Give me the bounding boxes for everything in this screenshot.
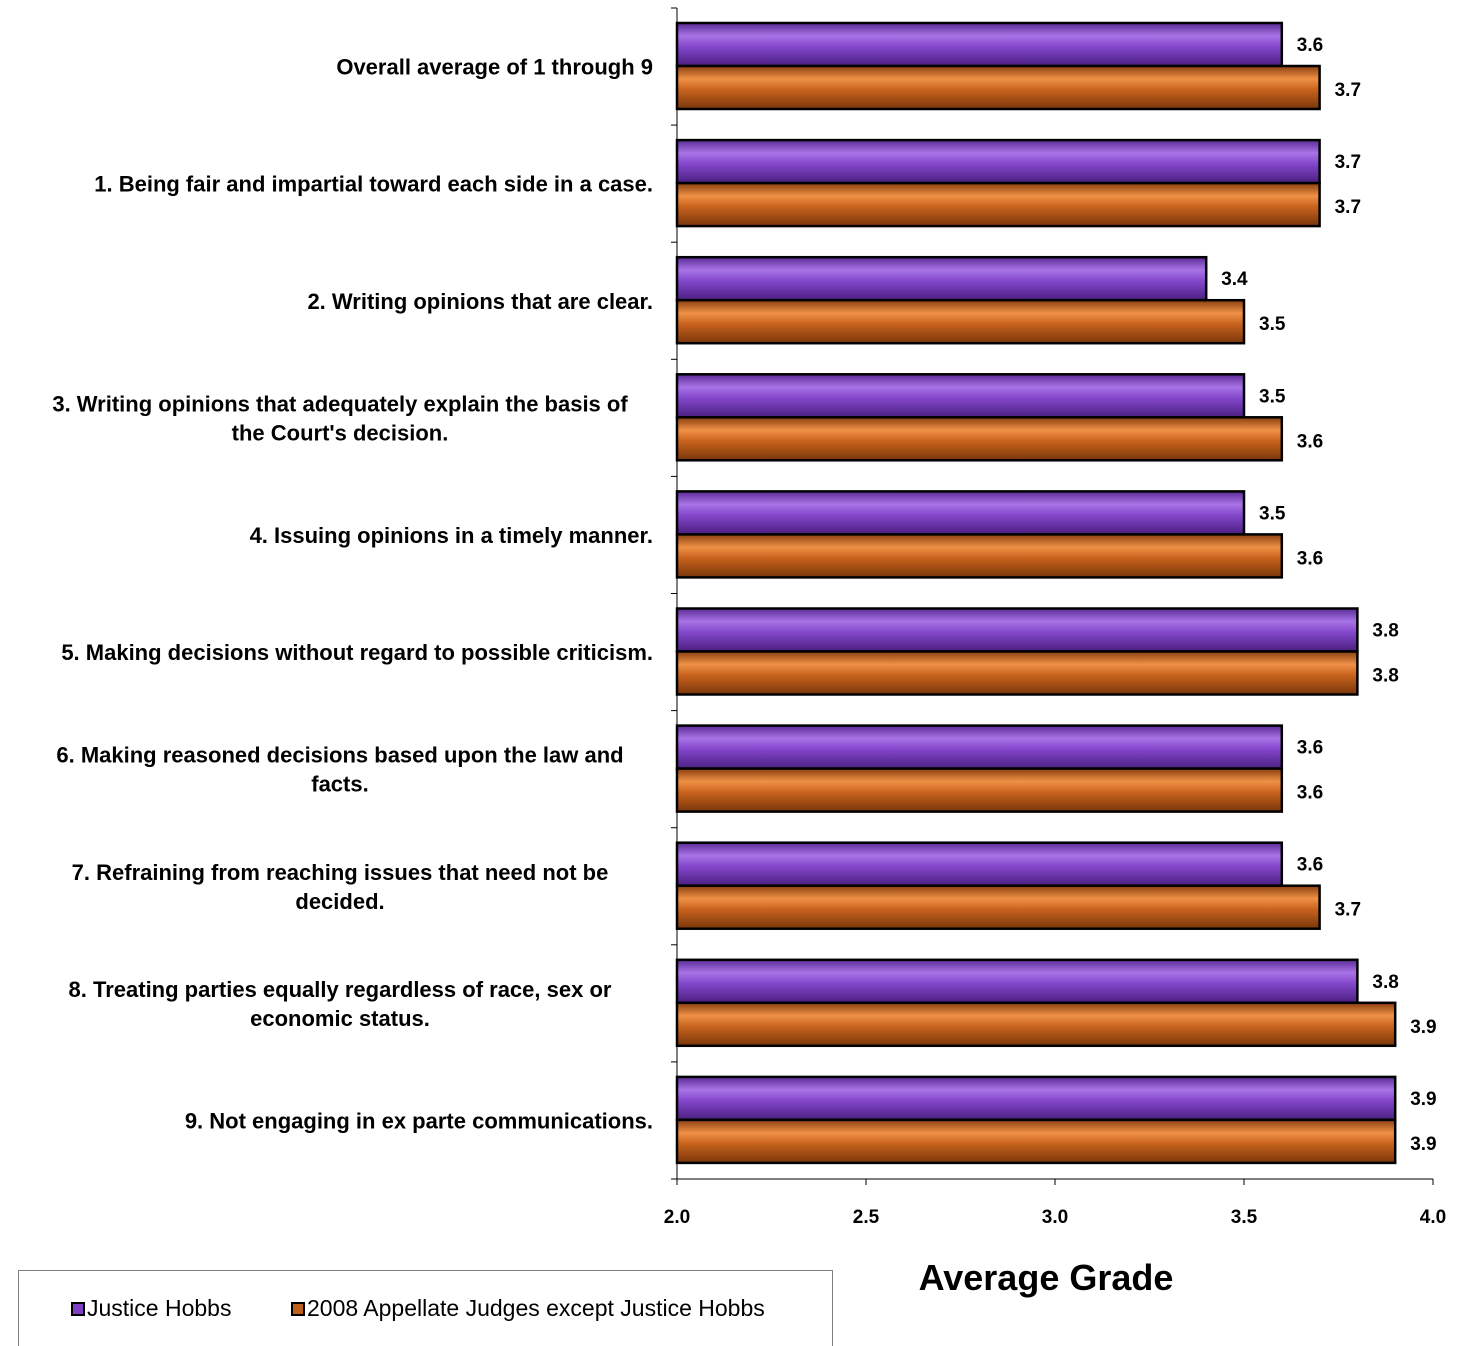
data-label-appellate-judges: 3.6 xyxy=(1297,431,1323,452)
legend-label-appellate-judges: 2008 Appellate Judges except Justice Hob… xyxy=(307,1295,765,1321)
legend-label-justice-hobbs: Justice Hobbs xyxy=(87,1295,232,1321)
category-label: facts. xyxy=(311,772,368,797)
bar-appellate-judges xyxy=(675,533,1284,579)
category-label: the Court's decision. xyxy=(232,420,449,445)
data-label-appellate-judges: 3.6 xyxy=(1297,548,1323,569)
category-label: Overall average of 1 through 9 xyxy=(336,55,653,80)
x-tick-label: 3.5 xyxy=(1231,1207,1258,1228)
data-label-appellate-judges: 3.7 xyxy=(1335,80,1361,101)
x-tick-label: 2.5 xyxy=(853,1207,880,1228)
category-label: 4. Issuing opinions in a timely manner. xyxy=(250,523,653,548)
data-label-justice-hobbs: 3.8 xyxy=(1372,972,1398,993)
data-label-justice-hobbs: 3.6 xyxy=(1297,738,1323,759)
bar-appellate-judges xyxy=(675,767,1284,813)
legend-swatch-appellate-judges xyxy=(291,1301,305,1316)
bar-justice-hobbs xyxy=(675,958,1359,1005)
data-label-justice-hobbs: 3.6 xyxy=(1297,855,1323,876)
data-label-appellate-judges: 3.6 xyxy=(1297,783,1323,804)
data-label-appellate-judges: 3.8 xyxy=(1372,666,1398,687)
data-label-justice-hobbs: 3.9 xyxy=(1410,1089,1436,1110)
bar-justice-hobbs xyxy=(675,1075,1397,1122)
bar-justice-hobbs xyxy=(675,724,1284,770)
x-tick-label: 2.0 xyxy=(664,1207,690,1228)
bar-appellate-judges xyxy=(675,64,1321,111)
bar-appellate-judges xyxy=(675,1118,1397,1165)
category-label: 5. Making decisions without regard to po… xyxy=(61,640,653,665)
legend-item-justice-hobbs: Justice Hobbs xyxy=(71,1295,231,1322)
data-label-justice-hobbs: 3.8 xyxy=(1372,621,1398,642)
legend-item-appellate-judges: 2008 Appellate Judges except Justice Hob… xyxy=(291,1295,765,1322)
data-label-justice-hobbs: 3.5 xyxy=(1259,503,1286,524)
bar-appellate-judges xyxy=(675,298,1246,345)
data-label-justice-hobbs: 3.5 xyxy=(1259,386,1286,407)
x-tick-label: 4.0 xyxy=(1420,1207,1446,1228)
category-label: 3. Writing opinions that adequately expl… xyxy=(52,391,628,416)
bar-appellate-judges xyxy=(675,181,1321,228)
x-axis-title: Average Grade xyxy=(919,1257,1174,1298)
data-label-appellate-judges: 3.7 xyxy=(1335,900,1361,921)
data-label-justice-hobbs: 3.7 xyxy=(1335,152,1361,173)
data-label-justice-hobbs: 3.6 xyxy=(1297,35,1323,56)
bar-appellate-judges xyxy=(675,650,1359,696)
category-label: economic status. xyxy=(250,1006,430,1031)
data-label-appellate-judges: 3.9 xyxy=(1410,1017,1436,1038)
category-label: 6. Making reasoned decisions based upon … xyxy=(56,743,623,768)
data-label-appellate-judges: 3.5 xyxy=(1259,314,1286,335)
data-label-justice-hobbs: 3.4 xyxy=(1221,269,1248,290)
category-label: 9. Not engaging in ex parte communicatio… xyxy=(185,1108,653,1133)
bar-justice-hobbs xyxy=(675,255,1208,302)
bar-justice-hobbs xyxy=(675,607,1359,653)
category-label: decided. xyxy=(295,889,384,914)
legend: Justice Hobbs 2008 Appellate Judges exce… xyxy=(18,1270,833,1346)
data-label-appellate-judges: 3.7 xyxy=(1335,197,1361,218)
category-label: 7. Refraining from reaching issues that … xyxy=(72,860,609,885)
category-label: 8. Treating parties equally regardless o… xyxy=(69,977,612,1002)
bar-justice-hobbs xyxy=(675,21,1284,68)
bar-appellate-judges xyxy=(675,884,1321,930)
bar-justice-hobbs xyxy=(675,841,1284,887)
x-tick-label: 3.0 xyxy=(1042,1207,1068,1228)
bar-justice-hobbs xyxy=(675,373,1246,419)
bar-justice-hobbs xyxy=(675,138,1321,185)
bar-appellate-judges xyxy=(675,416,1284,462)
legend-swatch-justice-hobbs xyxy=(71,1301,85,1316)
bar-appellate-judges xyxy=(675,1001,1397,1048)
bar-justice-hobbs xyxy=(675,490,1246,536)
data-label-appellate-judges: 3.9 xyxy=(1410,1134,1436,1155)
category-label: 1. Being fair and impartial toward each … xyxy=(94,172,653,197)
category-label: 2. Writing opinions that are clear. xyxy=(307,289,653,314)
